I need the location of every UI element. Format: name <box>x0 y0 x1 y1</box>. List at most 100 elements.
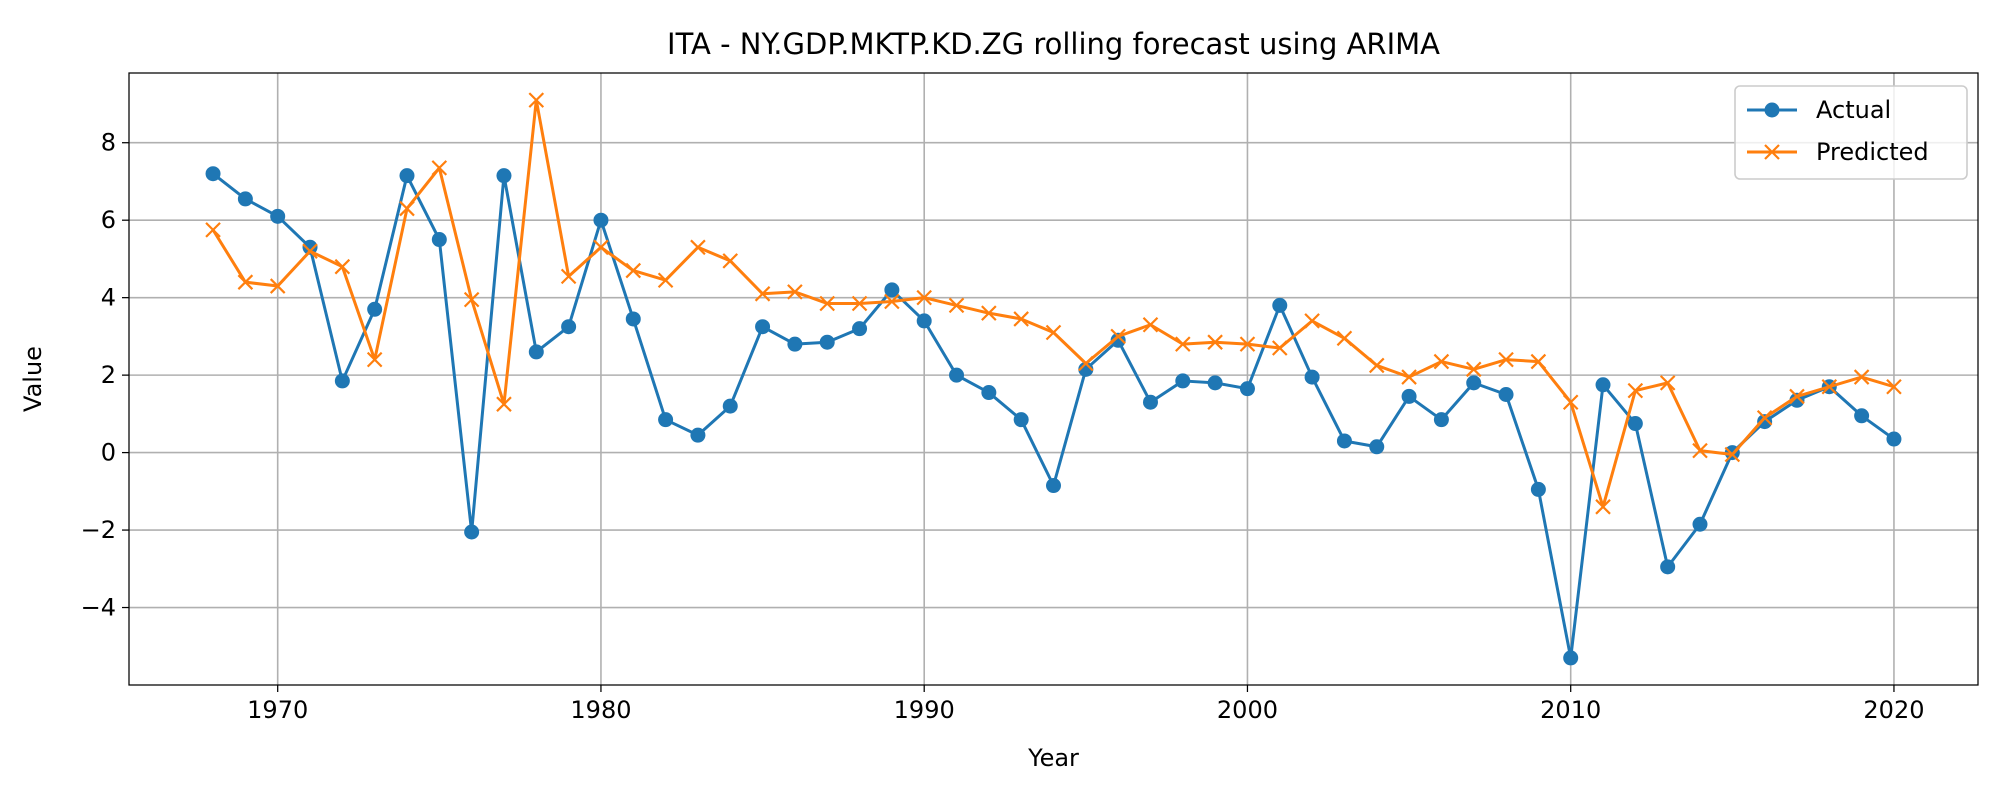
y-tick-label: −4 <box>81 594 116 622</box>
legend-label: Actual <box>1816 96 1891 124</box>
data-point <box>1756 409 1773 426</box>
data-point <box>1886 431 1902 447</box>
data-point <box>1595 377 1611 393</box>
data-point <box>1369 439 1385 455</box>
data-point <box>1563 650 1579 666</box>
data-point <box>334 258 351 275</box>
data-point <box>1465 361 1482 378</box>
data-point <box>1562 394 1579 411</box>
data-point <box>819 334 835 350</box>
data-point <box>949 367 965 383</box>
series-layer <box>205 92 1902 666</box>
data-point <box>852 321 868 337</box>
y-tick-label: −2 <box>81 516 116 544</box>
data-point <box>1272 297 1288 313</box>
data-point <box>690 427 706 443</box>
data-point <box>657 272 674 289</box>
data-point <box>1013 311 1029 327</box>
data-point <box>237 274 254 290</box>
data-point <box>269 278 286 294</box>
data-point <box>367 301 383 317</box>
data-point <box>1336 330 1353 347</box>
y-tick-label: 4 <box>101 284 116 312</box>
data-point <box>948 297 965 314</box>
y-tick-label: 2 <box>101 361 116 389</box>
data-point <box>1466 375 1482 391</box>
y-axis-label: Value <box>19 346 47 412</box>
data-point <box>270 208 286 224</box>
data-point <box>1045 324 1062 341</box>
data-point <box>690 239 706 256</box>
chart-title: ITA - NY.GDP.MKTP.KD.ZG rolling forecast… <box>667 27 1440 61</box>
data-point <box>1110 328 1126 345</box>
data-point <box>658 412 674 428</box>
data-point <box>916 313 932 329</box>
data-point <box>1530 481 1546 497</box>
data-point <box>1207 375 1223 391</box>
series-predicted <box>205 92 1902 515</box>
legend-label: Predicted <box>1816 138 1929 166</box>
data-point <box>884 282 900 298</box>
data-point <box>1692 442 1708 459</box>
x-tick-label: 1990 <box>894 696 955 724</box>
data-point <box>1660 559 1676 575</box>
data-point <box>1175 336 1191 352</box>
data-point <box>1886 378 1902 395</box>
data-point <box>302 239 318 255</box>
data-point <box>237 191 253 207</box>
data-point <box>431 160 448 176</box>
data-point <box>1272 340 1288 356</box>
data-point <box>1401 369 1417 385</box>
x-tick-label: 1970 <box>247 696 308 724</box>
data-point <box>755 319 771 335</box>
data-point <box>399 168 415 184</box>
x-tick-label: 2010 <box>1540 696 1601 724</box>
legend: Actual Predicted <box>1734 85 1968 180</box>
data-point <box>1078 361 1094 377</box>
x-tick-label: 2020 <box>1863 696 1924 724</box>
data-point <box>561 319 577 335</box>
x-axis-label: Year <box>1027 744 1079 772</box>
x-tick-label: 2000 <box>1217 696 1278 724</box>
legend-item-predicted: Predicted <box>1747 138 1929 166</box>
data-point <box>819 295 836 312</box>
data-point <box>1046 478 1061 494</box>
data-point <box>528 344 544 360</box>
data-point <box>1239 336 1256 352</box>
data-point <box>1142 394 1158 410</box>
data-point <box>884 293 900 310</box>
data-point <box>625 262 642 279</box>
data-point <box>1401 388 1417 404</box>
grid <box>129 73 1978 685</box>
data-point <box>463 291 480 308</box>
data-point <box>399 200 415 217</box>
data-point <box>205 222 221 238</box>
data-point <box>1368 357 1385 374</box>
data-point <box>625 311 641 327</box>
legend-item-actual: Actual <box>1747 96 1891 124</box>
y-tick-label: 8 <box>101 129 116 157</box>
data-point <box>496 396 512 412</box>
data-point <box>1627 382 1644 399</box>
data-point <box>1530 353 1547 370</box>
data-point <box>1175 373 1191 389</box>
data-point <box>1724 446 1741 463</box>
data-point <box>1142 316 1159 333</box>
legend-marker <box>1764 102 1780 118</box>
data-point <box>1498 351 1514 368</box>
y-tick-label: 0 <box>101 439 116 467</box>
data-point <box>981 385 997 401</box>
data-point <box>722 398 738 414</box>
data-point <box>1757 414 1773 430</box>
data-point <box>981 305 997 321</box>
data-point <box>1821 378 1838 395</box>
y-tick-label: 6 <box>101 206 116 234</box>
data-point <box>1595 499 1611 515</box>
data-point <box>916 289 932 306</box>
data-point <box>1659 375 1676 391</box>
data-point <box>787 336 803 352</box>
data-point <box>851 295 868 312</box>
data-point <box>787 284 803 300</box>
